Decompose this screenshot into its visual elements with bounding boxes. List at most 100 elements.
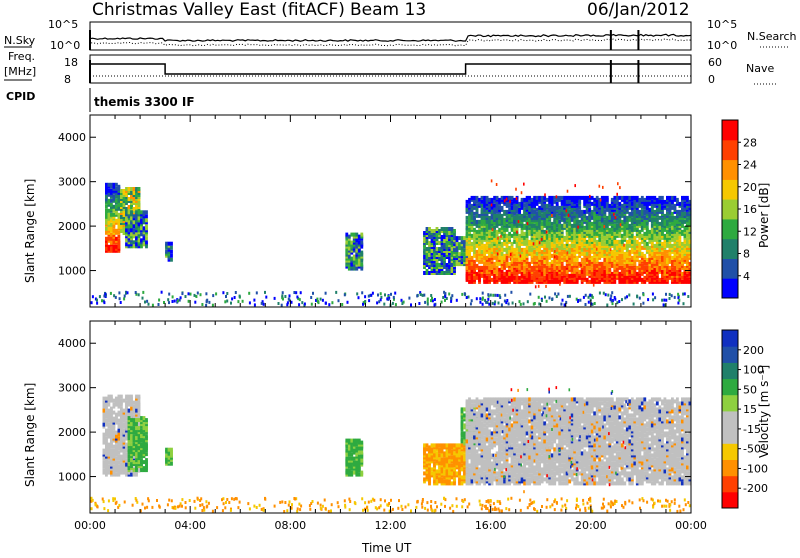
echo-cell (473, 250, 476, 254)
echo-cell (551, 222, 554, 226)
echo-cell (110, 199, 113, 203)
echo-cell (115, 445, 118, 449)
echo-cell (491, 278, 494, 282)
y-tick-label: 4000 (58, 131, 86, 144)
echo-cell (446, 251, 449, 255)
near-range-cell (174, 300, 176, 303)
stray-cell (504, 199, 506, 202)
echo-cell (471, 204, 474, 208)
echo-cell (536, 280, 539, 284)
echo-cell (133, 240, 136, 244)
echo-cell (533, 210, 536, 214)
echo-cell (586, 244, 589, 248)
near-range-cell (123, 297, 125, 300)
echo-cell (536, 252, 539, 256)
colorbar-segment (722, 140, 738, 160)
echo-cell (170, 246, 173, 250)
near-range-cell (281, 304, 283, 307)
echo-cell (441, 235, 444, 239)
echo-cell (631, 196, 634, 200)
echo-cell (571, 196, 574, 200)
echo-cell (468, 250, 471, 254)
echo-cell (110, 407, 113, 411)
echo-cell (438, 253, 441, 257)
echo-cell (616, 206, 619, 210)
echo-cell (456, 254, 459, 258)
echo-cell (641, 246, 644, 250)
echo-cell (120, 189, 123, 193)
echo-cell (521, 214, 524, 218)
near-range-cell (320, 298, 322, 301)
stray-cell (546, 281, 548, 284)
stray-cell (521, 191, 523, 194)
echo-cell (669, 196, 672, 200)
near-range-cell (212, 304, 214, 307)
echo-cell (561, 276, 564, 280)
colorbar-tick-label: 12 (743, 225, 757, 238)
echo-cell (128, 409, 131, 413)
echo-cell (533, 250, 536, 254)
echo-cell (551, 234, 554, 238)
stray-cell (616, 193, 618, 196)
echo-cell (656, 208, 659, 212)
echo-cell (658, 260, 661, 264)
echo-cell (503, 228, 506, 232)
echo-cell (583, 252, 586, 256)
echo-cell (518, 234, 521, 238)
echo-cell (133, 415, 136, 419)
echo-cell (628, 266, 631, 270)
echo-cell (456, 262, 459, 266)
stray-cell (491, 179, 493, 182)
echo-cell (145, 218, 148, 222)
echo-cell (123, 463, 126, 467)
stray-cell (545, 285, 547, 288)
echo-cell (638, 198, 641, 202)
echo-cell (108, 395, 111, 399)
echo-cell (566, 196, 569, 200)
echo-cell (543, 212, 546, 216)
echo-cell (128, 220, 131, 224)
echo-cell (628, 230, 631, 234)
echo-cell (108, 443, 111, 447)
echo-cell (486, 242, 489, 246)
echo-cell (115, 473, 118, 477)
near-range-cell (242, 300, 244, 303)
echo-cell (476, 230, 479, 234)
stray-cell (619, 186, 621, 189)
echo-cell (513, 198, 516, 202)
echo-cell (586, 272, 589, 276)
stray-cell (510, 258, 512, 261)
echo-cell (110, 449, 113, 453)
echo-cell (108, 209, 111, 213)
echo-cell (461, 236, 464, 240)
echo-cell (538, 274, 541, 278)
near-range-cell (341, 303, 343, 306)
echo-cell (468, 276, 471, 280)
near-range-cell (661, 299, 663, 302)
echo-cell (443, 257, 446, 261)
echo-cell (528, 240, 531, 244)
echo-cell (448, 227, 451, 231)
echo-cell (671, 256, 674, 260)
echo-cell (145, 214, 148, 218)
echo-cell (358, 235, 361, 239)
echo-cell (471, 242, 474, 246)
echo-cell (123, 203, 126, 207)
stray-cell (533, 242, 535, 245)
echo-cell (511, 234, 514, 238)
echo-cell (125, 395, 128, 399)
echo-cell (120, 395, 123, 399)
echo-cell (108, 245, 111, 249)
echo-cell (493, 274, 496, 278)
echo-cell (426, 239, 429, 243)
echo-cell (443, 271, 446, 275)
echo-cell (626, 208, 629, 212)
echo-cell (671, 260, 674, 264)
near-range-cell (249, 301, 251, 304)
echo-cell (593, 278, 596, 282)
echo-cell (676, 270, 679, 274)
echo-cell (674, 280, 677, 284)
near-range-cell (482, 298, 484, 301)
echo-cell (593, 272, 596, 276)
echo-cell (468, 266, 471, 270)
